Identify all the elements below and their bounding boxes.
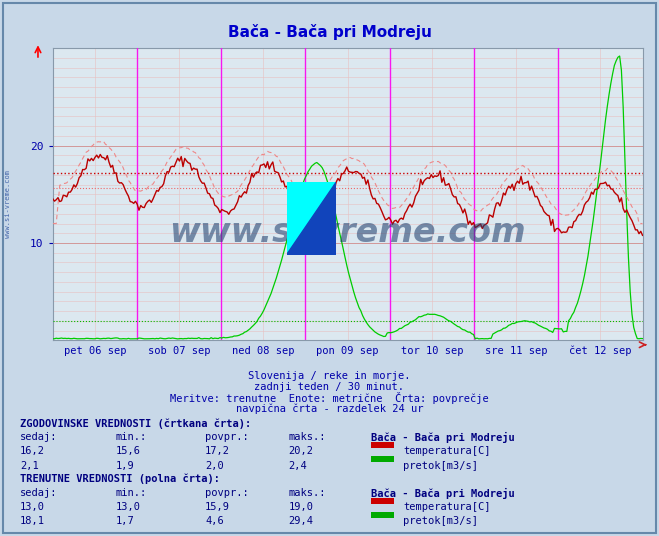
Text: Bača - Bača pri Modreju: Bača - Bača pri Modreju — [372, 488, 515, 498]
Text: 1,7: 1,7 — [116, 516, 134, 526]
Text: 16,2: 16,2 — [20, 446, 45, 456]
Text: min.:: min.: — [116, 488, 147, 497]
Text: 29,4: 29,4 — [288, 516, 313, 526]
Text: ZGODOVINSKE VREDNOSTI (črtkana črta):: ZGODOVINSKE VREDNOSTI (črtkana črta): — [20, 418, 251, 429]
Text: Bača - Bača pri Modreju: Bača - Bača pri Modreju — [372, 432, 515, 443]
Text: 2,1: 2,1 — [20, 460, 38, 471]
Text: temperatura[C]: temperatura[C] — [403, 446, 491, 456]
Text: povpr.:: povpr.: — [205, 488, 249, 497]
Text: 13,0: 13,0 — [20, 502, 45, 512]
Text: čet 12 sep: čet 12 sep — [569, 346, 631, 356]
Text: 15,9: 15,9 — [205, 502, 230, 512]
Text: navpična črta - razdelek 24 ur: navpična črta - razdelek 24 ur — [236, 403, 423, 414]
Text: pet 06 sep: pet 06 sep — [64, 346, 126, 356]
Text: sob 07 sep: sob 07 sep — [148, 346, 210, 356]
Text: zadnji teden / 30 minut.: zadnji teden / 30 minut. — [254, 382, 405, 392]
Text: maks.:: maks.: — [288, 488, 326, 497]
Text: Meritve: trenutne  Enote: metrične  Črta: povprečje: Meritve: trenutne Enote: metrične Črta: … — [170, 392, 489, 404]
Text: pretok[m3/s]: pretok[m3/s] — [403, 460, 478, 471]
Text: TRENUTNE VREDNOSTI (polna črta):: TRENUTNE VREDNOSTI (polna črta): — [20, 473, 219, 484]
Text: 4,6: 4,6 — [205, 516, 224, 526]
Bar — [372, 512, 393, 518]
Text: 2,0: 2,0 — [205, 460, 224, 471]
Text: 1,9: 1,9 — [116, 460, 134, 471]
Text: Slovenija / reke in morje.: Slovenija / reke in morje. — [248, 371, 411, 381]
Text: pon 09 sep: pon 09 sep — [316, 346, 379, 356]
Text: www.si-vreme.com: www.si-vreme.com — [5, 170, 11, 237]
Polygon shape — [287, 182, 336, 255]
Bar — [372, 497, 393, 504]
Text: sre 11 sep: sre 11 sep — [485, 346, 548, 356]
Text: sedaj:: sedaj: — [20, 432, 57, 442]
Text: 15,6: 15,6 — [116, 446, 140, 456]
Text: temperatura[C]: temperatura[C] — [403, 502, 491, 512]
Text: ned 08 sep: ned 08 sep — [232, 346, 295, 356]
Text: sedaj:: sedaj: — [20, 488, 57, 497]
Bar — [372, 442, 393, 448]
Text: povpr.:: povpr.: — [205, 432, 249, 442]
Text: Bača - Bača pri Modreju: Bača - Bača pri Modreju — [227, 24, 432, 40]
Text: www.si-vreme.com: www.si-vreme.com — [169, 216, 526, 249]
Text: 2,4: 2,4 — [288, 460, 307, 471]
Text: 20,2: 20,2 — [288, 446, 313, 456]
Text: 18,1: 18,1 — [20, 516, 45, 526]
Text: 19,0: 19,0 — [288, 502, 313, 512]
Polygon shape — [287, 182, 336, 255]
Text: maks.:: maks.: — [288, 432, 326, 442]
Text: 13,0: 13,0 — [116, 502, 140, 512]
Text: pretok[m3/s]: pretok[m3/s] — [403, 516, 478, 526]
Bar — [372, 457, 393, 462]
Text: min.:: min.: — [116, 432, 147, 442]
Text: tor 10 sep: tor 10 sep — [401, 346, 463, 356]
Text: 17,2: 17,2 — [205, 446, 230, 456]
